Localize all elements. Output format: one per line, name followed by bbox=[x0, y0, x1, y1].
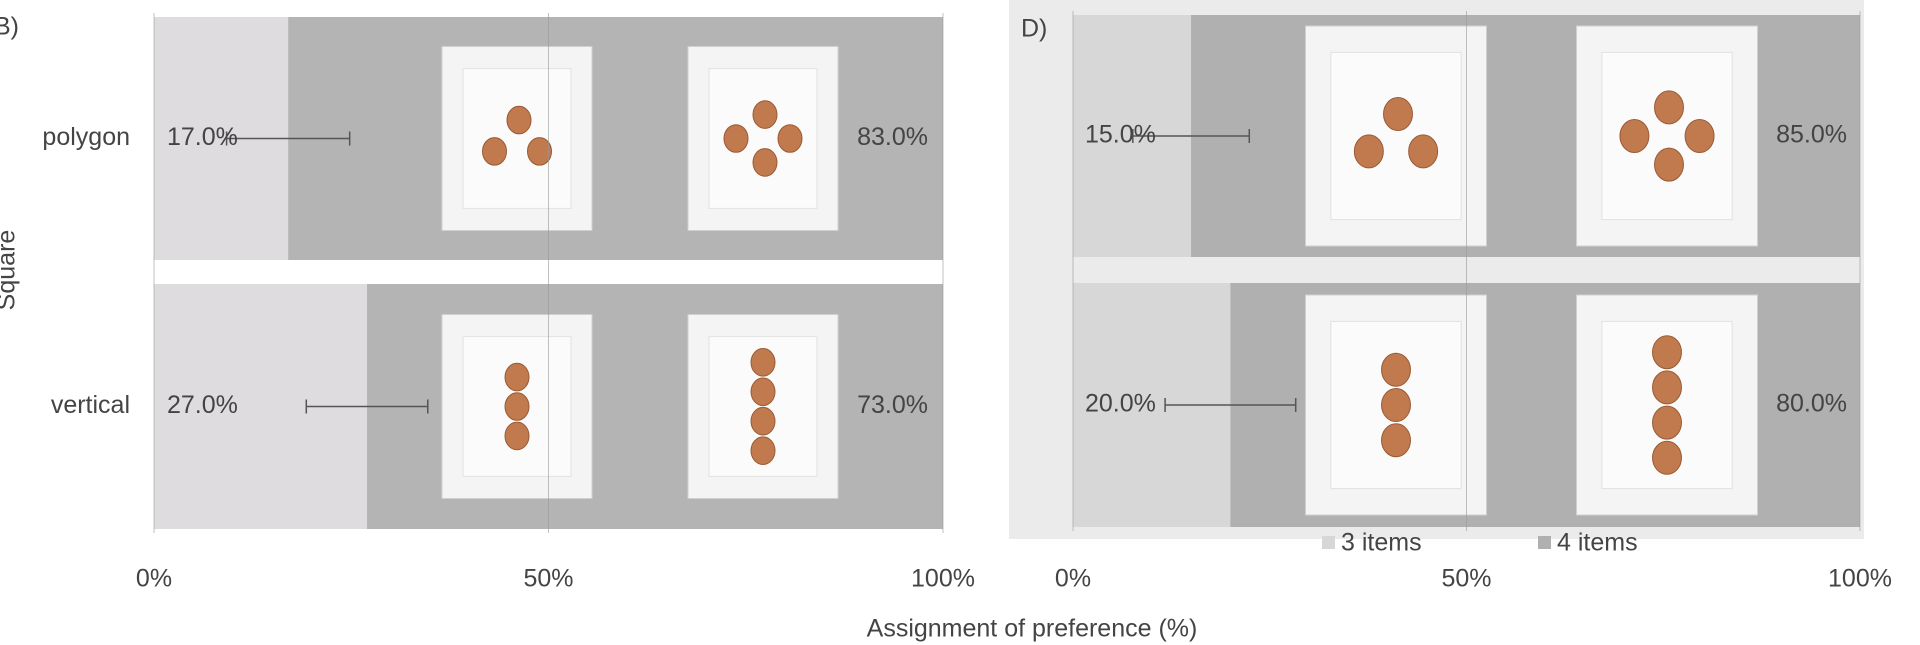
panel-label: B) bbox=[0, 13, 19, 41]
food-item bbox=[1654, 147, 1684, 182]
bar bbox=[288, 17, 943, 260]
food-item bbox=[504, 392, 530, 421]
food-item bbox=[777, 124, 803, 153]
food-item bbox=[1381, 423, 1411, 458]
food-item bbox=[752, 148, 778, 177]
food-item bbox=[1652, 405, 1682, 440]
legend-label: 3 items bbox=[1341, 529, 1422, 557]
food-item bbox=[504, 362, 530, 392]
food-item bbox=[750, 406, 776, 436]
panel-label: D) bbox=[1021, 15, 1047, 43]
value-label: 83.0% bbox=[857, 123, 928, 151]
food-item bbox=[1383, 97, 1413, 131]
bar bbox=[1191, 15, 1860, 257]
food-item bbox=[482, 137, 507, 166]
category-label: vertical bbox=[51, 391, 130, 419]
legend-swatch bbox=[1538, 536, 1551, 549]
legend-label: 4 items bbox=[1557, 529, 1638, 557]
food-item bbox=[723, 124, 749, 153]
value-label: 20.0% bbox=[1085, 390, 1156, 418]
x-tick-label: 50% bbox=[523, 565, 573, 593]
x-tick-label: 50% bbox=[1441, 565, 1491, 593]
food-item bbox=[527, 137, 552, 166]
plate-well bbox=[1330, 51, 1462, 221]
x-tick-label: 100% bbox=[911, 565, 975, 593]
food-item bbox=[750, 377, 776, 407]
food-item bbox=[506, 105, 532, 135]
food-item bbox=[504, 421, 530, 451]
x-axis-label: Assignment of preference (%) bbox=[867, 615, 1198, 643]
value-label: 15.0% bbox=[1085, 121, 1156, 149]
legend-swatch bbox=[1322, 536, 1335, 549]
value-label: 17.0% bbox=[167, 123, 238, 151]
food-item bbox=[750, 348, 776, 377]
food-item bbox=[750, 436, 776, 465]
x-tick-label: 0% bbox=[136, 565, 172, 593]
food-item bbox=[1652, 370, 1682, 405]
food-item bbox=[1381, 352, 1411, 387]
food-item bbox=[1353, 134, 1384, 169]
food-item bbox=[1381, 388, 1411, 422]
food-item bbox=[1619, 119, 1650, 153]
value-label: 73.0% bbox=[857, 391, 928, 419]
food-item bbox=[1408, 134, 1439, 169]
food-item bbox=[1654, 90, 1684, 125]
food-item bbox=[1652, 335, 1682, 370]
value-label: 80.0% bbox=[1776, 390, 1847, 418]
x-tick-label: 0% bbox=[1055, 565, 1091, 593]
food-item bbox=[1652, 440, 1682, 475]
x-tick-label: 100% bbox=[1828, 565, 1892, 593]
value-label: 85.0% bbox=[1776, 121, 1847, 149]
value-label: 27.0% bbox=[167, 391, 238, 419]
category-label: polygon bbox=[42, 123, 130, 151]
food-item bbox=[1684, 119, 1715, 153]
plate-well bbox=[462, 68, 572, 209]
y-axis-label: Square bbox=[0, 230, 21, 311]
food-item bbox=[752, 100, 778, 129]
